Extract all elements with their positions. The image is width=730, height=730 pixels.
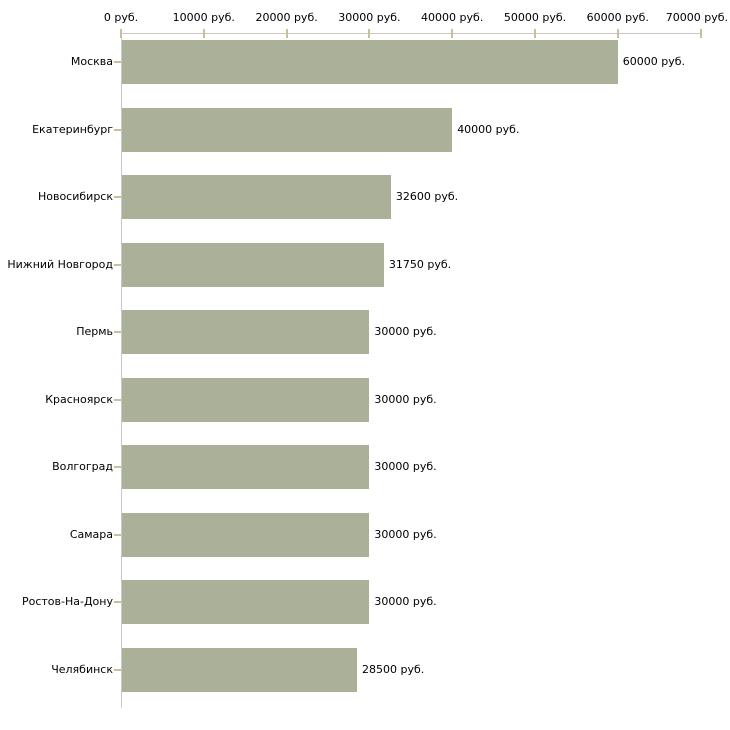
category-tick-mark: [114, 668, 121, 671]
bar: [122, 310, 369, 354]
value-label: 40000 руб.: [457, 122, 520, 136]
y-axis-line: [121, 33, 122, 708]
value-label: 30000 руб.: [374, 595, 437, 608]
x-axis-tick-mark: [202, 29, 205, 38]
value-label: 60000 руб.: [622, 55, 686, 68]
x-axis-tick-label: 10000 руб.: [172, 11, 235, 24]
x-axis-tick-label: 50000 руб.: [503, 11, 567, 24]
bar: [122, 107, 452, 152]
category-label: Самара: [69, 527, 113, 541]
x-axis-tick-label: 70000 руб.: [665, 11, 728, 24]
category-tick-mark: [114, 61, 121, 63]
category-label: Новосибирск: [37, 190, 113, 203]
x-axis-tick-mark: [451, 29, 454, 38]
bar: [122, 647, 357, 692]
x-axis-tick-mark: [616, 29, 619, 38]
category-label: Пермь: [76, 325, 113, 338]
x-axis-tick-label: 0 руб.: [103, 11, 139, 24]
value-label: 30000 руб.: [374, 325, 437, 338]
category-tick-mark: [114, 263, 121, 266]
bar: [122, 580, 369, 624]
bar: [122, 40, 618, 84]
bar: [122, 377, 369, 422]
x-axis-tick-label: 60000 руб.: [586, 11, 649, 24]
x-axis-line: [121, 33, 701, 34]
value-label: 28500 руб.: [361, 662, 425, 676]
bar: [122, 512, 369, 557]
category-tick-mark: [114, 533, 121, 536]
x-axis-tick-mark: [285, 29, 288, 38]
value-label: 32600 руб.: [395, 190, 459, 203]
value-label: 30000 руб.: [374, 527, 437, 541]
category-label: Нижний Новгород: [7, 257, 113, 271]
x-axis-tick-label: 30000 руб.: [338, 11, 401, 24]
category-tick-mark: [114, 128, 121, 131]
value-label: 30000 руб.: [374, 460, 437, 473]
x-axis-tick-mark: [368, 29, 371, 38]
category-label: Екатеринбург: [32, 122, 113, 136]
bar: [122, 242, 384, 287]
value-label: 31750 руб.: [388, 257, 452, 271]
category-tick-mark: [114, 196, 121, 198]
bar: [122, 445, 369, 489]
category-label: Красноярск: [45, 392, 113, 406]
category-label: Ростов-На-Дону: [21, 595, 113, 608]
category-label: Волгоград: [52, 460, 113, 473]
category-tick-mark: [114, 398, 121, 401]
value-label: 30000 руб.: [374, 392, 437, 406]
x-axis-tick-label: 40000 руб.: [421, 11, 484, 24]
category-tick-mark: [114, 601, 121, 603]
x-axis-tick-label: 20000 руб.: [255, 11, 318, 24]
x-axis-tick-mark: [699, 29, 702, 38]
bar: [122, 175, 391, 219]
x-axis-tick-mark: [534, 29, 536, 38]
category-label: Москва: [70, 55, 113, 68]
x-axis-tick-mark: [120, 29, 122, 38]
category-label: Челябинск: [51, 662, 113, 676]
category-tick-mark: [114, 466, 121, 468]
category-tick-mark: [114, 331, 121, 333]
